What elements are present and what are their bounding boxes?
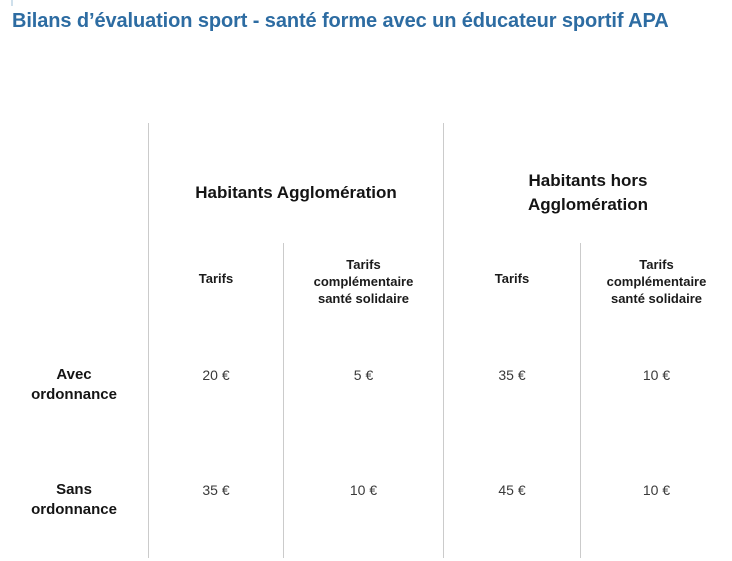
subheader-label: Tarifs complémentaire santé solidaire: [313, 257, 414, 306]
corner-spacer: [0, 123, 148, 243]
table-cell: 35 €: [148, 455, 283, 558]
price-value: 20 €: [202, 367, 230, 383]
table-cell: 45 €: [443, 455, 580, 558]
price-value: 5 €: [353, 367, 374, 383]
group-header-label: Habitants Agglomération: [195, 183, 397, 202]
page-edge-artifact: [11, 0, 13, 6]
price-value: 10 €: [642, 367, 671, 383]
subheader-complementaire-hors: Tarifs complémentaire santé solidaire: [580, 243, 732, 340]
table-cell: 10 €: [283, 455, 443, 558]
row-label-text: Avec ordonnance: [31, 366, 117, 403]
page-title: Bilans d’évaluation sport - santé forme …: [12, 10, 669, 32]
row-label-avec-ordonnance: Avec ordonnance: [0, 340, 148, 455]
price-value: 10 €: [349, 482, 378, 498]
subheader-label: Tarifs: [494, 271, 530, 286]
table-cell: 10 €: [580, 340, 732, 455]
table-cell: 5 €: [283, 340, 443, 455]
subheader-label: Tarifs: [198, 271, 234, 286]
row-label-text: Sans ordonnance: [31, 481, 117, 518]
price-value: 45 €: [498, 482, 526, 498]
group-header-hors-agglomeration: Habitants hors Agglomération: [443, 123, 732, 243]
price-value: 35 €: [498, 367, 526, 383]
subheader-tarifs-agglo: Tarifs: [148, 243, 283, 340]
group-header-agglomeration: Habitants Agglomération: [148, 123, 443, 243]
tariff-table: Habitants Agglomération Habitants hors A…: [0, 123, 732, 558]
price-value: 35 €: [202, 482, 230, 498]
table-cell: 10 €: [580, 455, 732, 558]
table-cell: 20 €: [148, 340, 283, 455]
row-label-sans-ordonnance: Sans ordonnance: [0, 455, 148, 558]
table-cell: 35 €: [443, 340, 580, 455]
subheader-spacer: [0, 243, 148, 340]
subheader-tarifs-hors: Tarifs: [443, 243, 580, 340]
group-header-label: Habitants hors Agglomération: [528, 171, 648, 214]
subheader-label: Tarifs complémentaire santé solidaire: [606, 257, 707, 306]
price-value: 10 €: [642, 482, 671, 498]
subheader-complementaire-agglo: Tarifs complémentaire santé solidaire: [283, 243, 443, 340]
